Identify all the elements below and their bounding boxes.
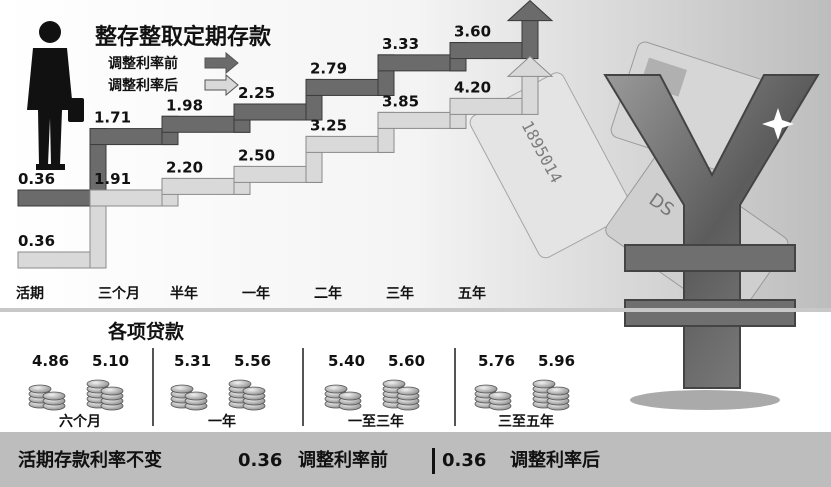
legend-label: 调整利率前 [108, 55, 178, 72]
loan-group: 4.86 5.10 六个月 [28, 352, 129, 430]
before-value-label: 0.36 [18, 170, 55, 188]
loan-after-value: 5.96 [538, 352, 575, 370]
after-series-arrow-head [506, 55, 554, 77]
section-divider [0, 308, 831, 312]
after-value-label: 3.25 [310, 116, 347, 134]
category-label: 五年 [458, 285, 486, 302]
after-value-label: 0.36 [18, 232, 55, 250]
footer-background [0, 432, 831, 487]
after-value-label: 1.91 [94, 170, 131, 188]
loan-category-label: 三至五年 [498, 413, 554, 430]
loan-after-value: 5.10 [92, 352, 129, 370]
before-series-arrow-head [506, 0, 554, 22]
coin-stack-icon [474, 384, 512, 411]
after-value-label: 2.20 [166, 158, 203, 176]
category-label: 三年 [386, 285, 414, 302]
series-after-stairs [17, 55, 554, 269]
coin-stack-icon [382, 379, 420, 411]
coin-stack-icon [28, 384, 66, 411]
before-value-label: 2.79 [310, 59, 347, 77]
series-before-stairs [17, 0, 554, 207]
before-value-label: 3.60 [454, 23, 491, 41]
coin-stack-icon [170, 384, 208, 411]
loan-before-value: 4.86 [32, 352, 69, 370]
loan-after-value: 5.60 [388, 352, 425, 370]
loan-group: 5.40 5.60 一至三年 [324, 352, 425, 430]
before-series-arrow-shaft [521, 18, 539, 60]
series-after-value-labels: 0.36 1.91 2.20 2.50 3.25 3.85 4.20 [18, 78, 491, 250]
legend-arrow-icon [204, 51, 239, 75]
coin-stack-icon [532, 379, 570, 411]
footer-note: 活期存款利率不变 [18, 449, 162, 471]
after-series-arrow-shaft [521, 73, 539, 115]
after-series-step [449, 97, 523, 115]
after-value-label: 4.20 [454, 78, 491, 96]
loan-section-title: 各项贷款 [107, 320, 185, 343]
category-label: 二年 [314, 285, 342, 302]
loan-group: 5.31 5.56 一年 [170, 352, 271, 430]
legend-label: 调整利率后 [108, 77, 178, 94]
footer-before-label: 调整利率前 [298, 449, 388, 471]
loan-group-separator [454, 348, 456, 426]
loan-after-value: 5.56 [234, 352, 271, 370]
category-label: 三个月 [98, 285, 140, 302]
before-value-label: 2.25 [238, 84, 275, 102]
series-before-value-labels: 0.36 1.71 1.98 2.25 2.79 3.33 3.60 [18, 23, 491, 188]
loan-category-label: 一年 [208, 413, 236, 430]
loan-before-value: 5.76 [478, 352, 515, 370]
category-label: 半年 [170, 285, 198, 302]
footer-after-label: 调整利率后 [510, 449, 600, 471]
before-value-label: 1.98 [166, 96, 203, 114]
footer-after-value: 0.36 [442, 450, 486, 471]
loan-group: 5.76 5.96 三至五年 [474, 352, 575, 430]
loan-before-value: 5.40 [328, 352, 365, 370]
footer-strip: 活期存款利率不变 0.36 调整利率前 0.36 调整利率后 [0, 432, 831, 487]
loan-groups: 4.86 5.10 六个月 5.31 5.56 一年 5.40 5.60 一至三年 5.76 5.9… [28, 348, 575, 430]
after-value-label: 2.50 [238, 146, 275, 164]
loan-group-separator [302, 348, 304, 426]
loan-group-separator [152, 348, 154, 426]
before-value-label: 3.33 [382, 35, 419, 53]
category-label: 活期 [16, 285, 44, 302]
coin-stack-icon [228, 379, 266, 411]
deposit-category-labels: 活期 三个月 半年 一年 二年 三年 五年 [16, 285, 486, 302]
footer-divider [432, 448, 435, 474]
before-value-label: 1.71 [94, 109, 131, 127]
legend-arrow-icon [204, 73, 239, 97]
footer-before-value: 0.36 [238, 450, 282, 471]
yen-symbol-icon [603, 74, 820, 410]
after-value-label: 3.85 [382, 92, 419, 110]
category-label: 一年 [242, 285, 270, 302]
loan-before-value: 5.31 [174, 352, 211, 370]
loan-category-label: 六个月 [59, 413, 101, 430]
before-series-step [449, 42, 523, 60]
deposit-chart-title: 整存整取定期存款 [95, 24, 272, 50]
businessman-icon [27, 21, 84, 170]
loan-category-label: 一至三年 [348, 413, 404, 430]
coin-stack-icon [324, 384, 362, 411]
coin-stack-icon [86, 379, 124, 411]
